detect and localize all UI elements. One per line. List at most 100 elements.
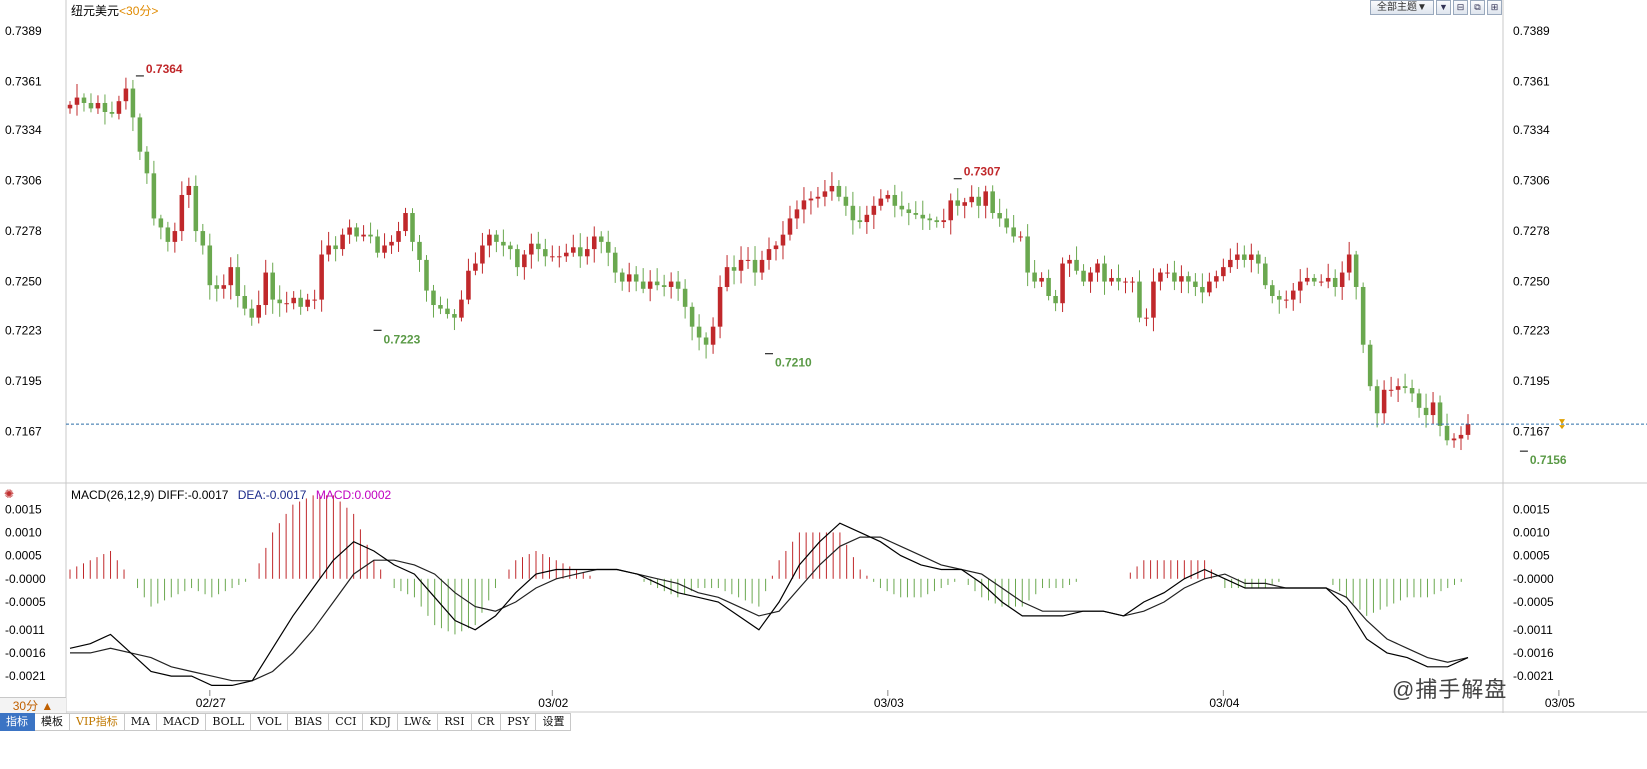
high-price-label: 0.7364 [146, 62, 183, 76]
tab-kdj[interactable]: KDJ [363, 713, 398, 731]
candle-body [899, 205, 905, 210]
macd-value: MACD:0.0002 [315, 488, 392, 502]
minimize-icon[interactable]: ⊟ [1453, 0, 1468, 15]
candle-body [962, 202, 967, 206]
tab-psy[interactable]: PSY [501, 713, 537, 731]
price-tick-right: 0.7223 [1513, 323, 1550, 337]
candle-body [1304, 277, 1310, 282]
candle-body [543, 249, 548, 257]
price-tick-left: 0.7334 [5, 123, 42, 137]
candle-body [969, 196, 974, 203]
candle-body [347, 227, 352, 235]
candle-body [1018, 236, 1023, 238]
theme-select-button[interactable]: 全部主题▼ [1370, 0, 1434, 15]
price-tick-left: 0.7167 [5, 424, 42, 438]
candle-body [508, 245, 513, 250]
candle-body [794, 209, 800, 219]
candle-body [165, 227, 171, 242]
candle-body [1207, 281, 1212, 293]
candle-body [354, 227, 359, 237]
candle-body [955, 200, 961, 206]
candle-body [703, 337, 709, 345]
candle-body [1346, 254, 1352, 273]
chart-title: 纽元美元<30分> [71, 2, 158, 19]
macd-tick-left: -0.0000 [5, 572, 46, 586]
candle-body [137, 117, 143, 152]
candle-body [1360, 286, 1366, 345]
dropdown-icon[interactable]: ▼ [1436, 0, 1451, 15]
candle-body [249, 308, 255, 318]
candle-body [494, 234, 499, 242]
indicator-tabs: 指标 模板 VIP指标 MA MACD BOLL VOL BIAS CCI KD… [0, 713, 572, 731]
macd-tick-left: 0.0005 [5, 549, 42, 563]
macd-tick-left: 0.0015 [5, 502, 42, 516]
candle-body [151, 173, 157, 219]
tab-boll[interactable]: BOLL [206, 713, 252, 731]
candle-body [179, 194, 185, 232]
candle-body [1200, 286, 1205, 293]
candle-body [1263, 263, 1268, 286]
tab-template[interactable]: 模板 [35, 713, 70, 731]
tab-ma[interactable]: MA [124, 713, 157, 731]
maximize-icon[interactable]: ⊞ [1487, 0, 1502, 15]
tab-lw[interactable]: LW& [397, 713, 439, 731]
price-tick-right: 0.7389 [1513, 24, 1550, 38]
candle-body [228, 267, 234, 286]
tab-vip-indicator[interactable]: VIP指标 [70, 713, 125, 731]
candle-body [1179, 276, 1184, 282]
candle-body [1242, 254, 1247, 260]
candle-body [473, 263, 478, 271]
candle-body [536, 243, 541, 250]
candle-body [123, 88, 129, 102]
high-price-label: 0.7307 [964, 165, 1001, 179]
candle-body [1325, 277, 1331, 282]
candle-body [1067, 259, 1072, 264]
price-tick-left: 0.7361 [5, 74, 42, 88]
tab-bias[interactable]: BIAS [288, 713, 330, 731]
candle-body [214, 285, 220, 289]
candle-body [1144, 317, 1149, 319]
tab-indicator[interactable]: 指标 [0, 713, 35, 731]
tab-cci[interactable]: CCI [329, 713, 364, 731]
candle-body [1444, 425, 1450, 441]
tab-settings[interactable]: 设置 [536, 713, 572, 731]
candle-body [766, 249, 772, 260]
candle-body [1430, 402, 1436, 416]
macd-tick-right: 0.0015 [1513, 502, 1550, 516]
candle-body [186, 185, 192, 195]
candle-body [1130, 281, 1135, 283]
candle-body [1339, 272, 1345, 287]
settings-gear-icon[interactable]: ✺ [4, 487, 15, 501]
date-tick-label: 03/03 [874, 696, 904, 710]
tab-cr[interactable]: CR [471, 713, 502, 731]
candle-body [382, 245, 387, 253]
tab-rsi[interactable]: RSI [438, 713, 472, 731]
candle-body [661, 285, 667, 287]
candle-body [445, 308, 450, 315]
period-label[interactable]: <30分> [119, 4, 159, 18]
candle-body [1276, 296, 1282, 300]
macd-legend: MACD(26,12,9) DIFF:-0.0017 DEA:-0.0017 M… [71, 488, 391, 502]
window-buttons: ▼ ⊟ ⧉ ⊞ [1436, 0, 1502, 15]
restore-icon[interactable]: ⧉ [1470, 0, 1485, 15]
candle-body [745, 259, 751, 261]
candle-body [480, 245, 485, 264]
price-tick-right: 0.7278 [1513, 224, 1550, 238]
macd-tick-right: -0.0005 [1513, 595, 1554, 609]
candle-body [1374, 386, 1380, 414]
tab-macd[interactable]: MACD [156, 713, 207, 731]
candle-body [326, 245, 331, 255]
macd-tick-left: -0.0016 [5, 646, 46, 660]
candle-body [591, 236, 597, 250]
candle-body [424, 259, 429, 291]
candle-body [696, 326, 702, 338]
date-tick-label: 02/27 [196, 696, 226, 710]
period-button[interactable]: 30分 ▲ [0, 697, 66, 714]
candle-body [270, 272, 275, 300]
macd-params: MACD(26,12,9) [71, 488, 155, 502]
candle-body [584, 249, 590, 257]
tab-vol[interactable]: VOL [251, 713, 289, 731]
candle-body [731, 267, 737, 271]
candle-body [200, 231, 206, 246]
